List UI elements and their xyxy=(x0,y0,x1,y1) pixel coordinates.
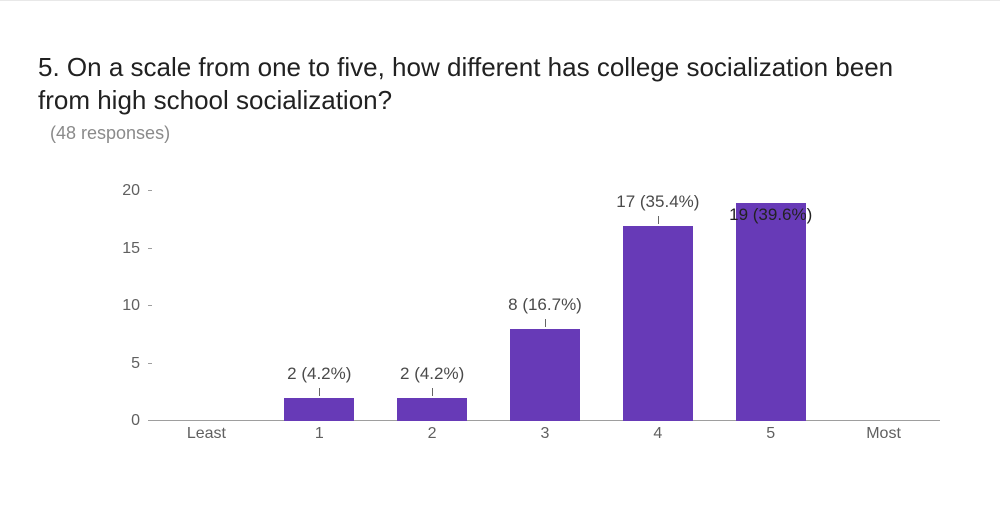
plot-area: Least12 (4.2%)22 (4.2%)38 (16.7%)417 (35… xyxy=(150,191,940,421)
bar xyxy=(623,226,693,422)
report-card: 5. On a scale from one to five, how diff… xyxy=(0,0,1000,519)
x-category-label: 5 xyxy=(714,421,827,443)
x-end-label: Most xyxy=(827,421,940,443)
x-category-cell: 38 (16.7%) xyxy=(489,191,602,421)
bar-label-tick xyxy=(658,216,659,224)
response-count: (48 responses) xyxy=(50,123,170,144)
y-tick-label: 10 xyxy=(90,297,140,315)
x-category-cell: 519 (39.6%) xyxy=(714,191,827,421)
x-end-label: Least xyxy=(150,421,263,443)
x-category-cell: 12 (4.2%) xyxy=(263,191,376,421)
x-category-label: 1 xyxy=(263,421,376,443)
bar-chart: 05101520 Least12 (4.2%)22 (4.2%)38 (16.7… xyxy=(90,191,940,451)
y-tick-label: 0 xyxy=(90,412,140,430)
bar xyxy=(284,398,354,421)
x-category-label: 4 xyxy=(601,421,714,443)
x-category-label: 2 xyxy=(376,421,489,443)
x-end-label-cell: Least xyxy=(150,191,263,421)
bar-label-tick xyxy=(545,319,546,327)
bar xyxy=(736,203,806,422)
bar xyxy=(510,329,580,421)
question-title: 5. On a scale from one to five, how diff… xyxy=(38,51,950,116)
card-inner: 5. On a scale from one to five, how diff… xyxy=(10,11,990,509)
bar xyxy=(397,398,467,421)
x-category-label: 3 xyxy=(489,421,602,443)
x-end-label-cell: Most xyxy=(827,191,940,421)
bar-label-tick xyxy=(432,388,433,396)
x-category-cell: 417 (35.4%) xyxy=(601,191,714,421)
bar-label-tick xyxy=(319,388,320,396)
y-tick-label: 20 xyxy=(90,182,140,200)
y-tick-label: 5 xyxy=(90,355,140,373)
y-tick-label: 15 xyxy=(90,240,140,258)
